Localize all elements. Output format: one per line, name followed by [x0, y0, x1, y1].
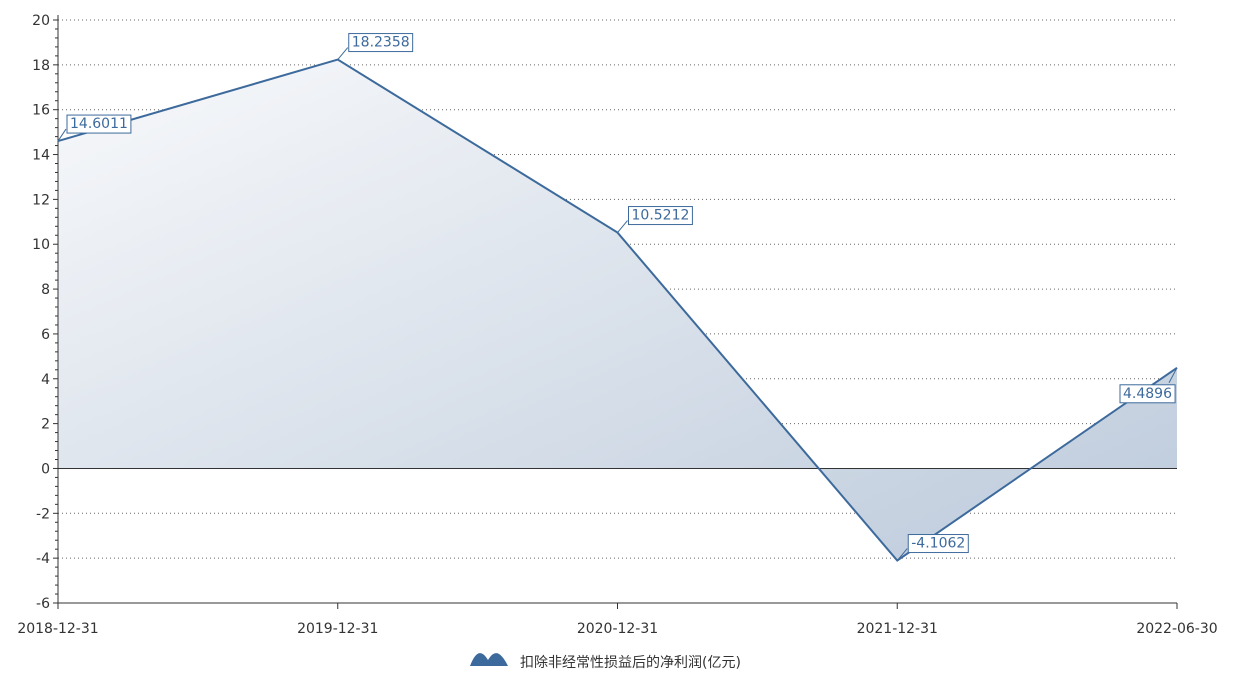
data-label-value: 10.5212 [632, 208, 690, 224]
data-labels: 14.6011 18.2358 10.5212 -4.1062 4.4896 [57, 33, 1178, 561]
data-label-value: 18.2358 [352, 35, 410, 51]
y-tick-label: -6 [36, 596, 50, 612]
data-label-box [907, 534, 969, 554]
y-tick-label: 16 [32, 103, 50, 119]
area-fill-path [58, 59, 1177, 561]
y-tick-label: 2 [41, 417, 50, 433]
area-fill [58, 59, 1177, 561]
data-label-leader [896, 548, 908, 561]
data-label-value: 14.6011 [70, 116, 128, 132]
data-label-leader [57, 128, 67, 142]
data-label-box [628, 206, 693, 226]
y-tick-label: -2 [36, 506, 50, 522]
data-label-value: 4.4896 [1123, 386, 1172, 402]
x-tick-label: 2020-12-31 [577, 621, 658, 637]
data-label-leader [1168, 367, 1178, 384]
y-tick-label: 10 [32, 237, 50, 253]
data-label-box [348, 33, 414, 53]
data-label-box [66, 114, 132, 134]
axes: -6 -4 -2 0 2 4 6 8 10 12 14 16 18 20 2018-12-31 2019-12… [17, 13, 1217, 637]
area-legend-icon [470, 653, 508, 666]
data-label: 14.6011 [57, 114, 132, 142]
data-label-leader [337, 47, 349, 60]
data-label: 10.5212 [617, 206, 693, 233]
y-tick-label: 8 [41, 282, 50, 298]
y-tick-label: 0 [41, 461, 50, 477]
data-label: 18.2358 [337, 33, 414, 60]
y-tick-label: 18 [32, 58, 50, 74]
x-tick-label: 2021-12-31 [857, 621, 938, 637]
y-tick-label: 6 [41, 327, 50, 343]
y-tick-label: 4 [41, 372, 50, 388]
legend[interactable]: 扣除非经常性损益后的净利润(亿元) [470, 653, 741, 671]
data-label: 4.4896 [1119, 367, 1178, 404]
grid-lines [58, 19, 1177, 559]
data-label-value: -4.1062 [911, 536, 965, 552]
x-tick-label: 2019-12-31 [297, 621, 378, 637]
data-label-leader [617, 220, 628, 233]
x-tick-label: 2018-12-31 [17, 621, 98, 637]
y-tick-label: 12 [32, 192, 50, 208]
y-tick-label: 20 [32, 13, 50, 29]
y-tick-label: 14 [32, 148, 50, 164]
x-tick-label: 2022-06-30 [1136, 621, 1217, 637]
data-label-box [1119, 384, 1176, 404]
data-label: -4.1062 [896, 534, 969, 561]
y-tick-label: -4 [36, 551, 50, 567]
legend-label: 扣除非经常性损益后的净利润(亿元) [520, 655, 741, 671]
